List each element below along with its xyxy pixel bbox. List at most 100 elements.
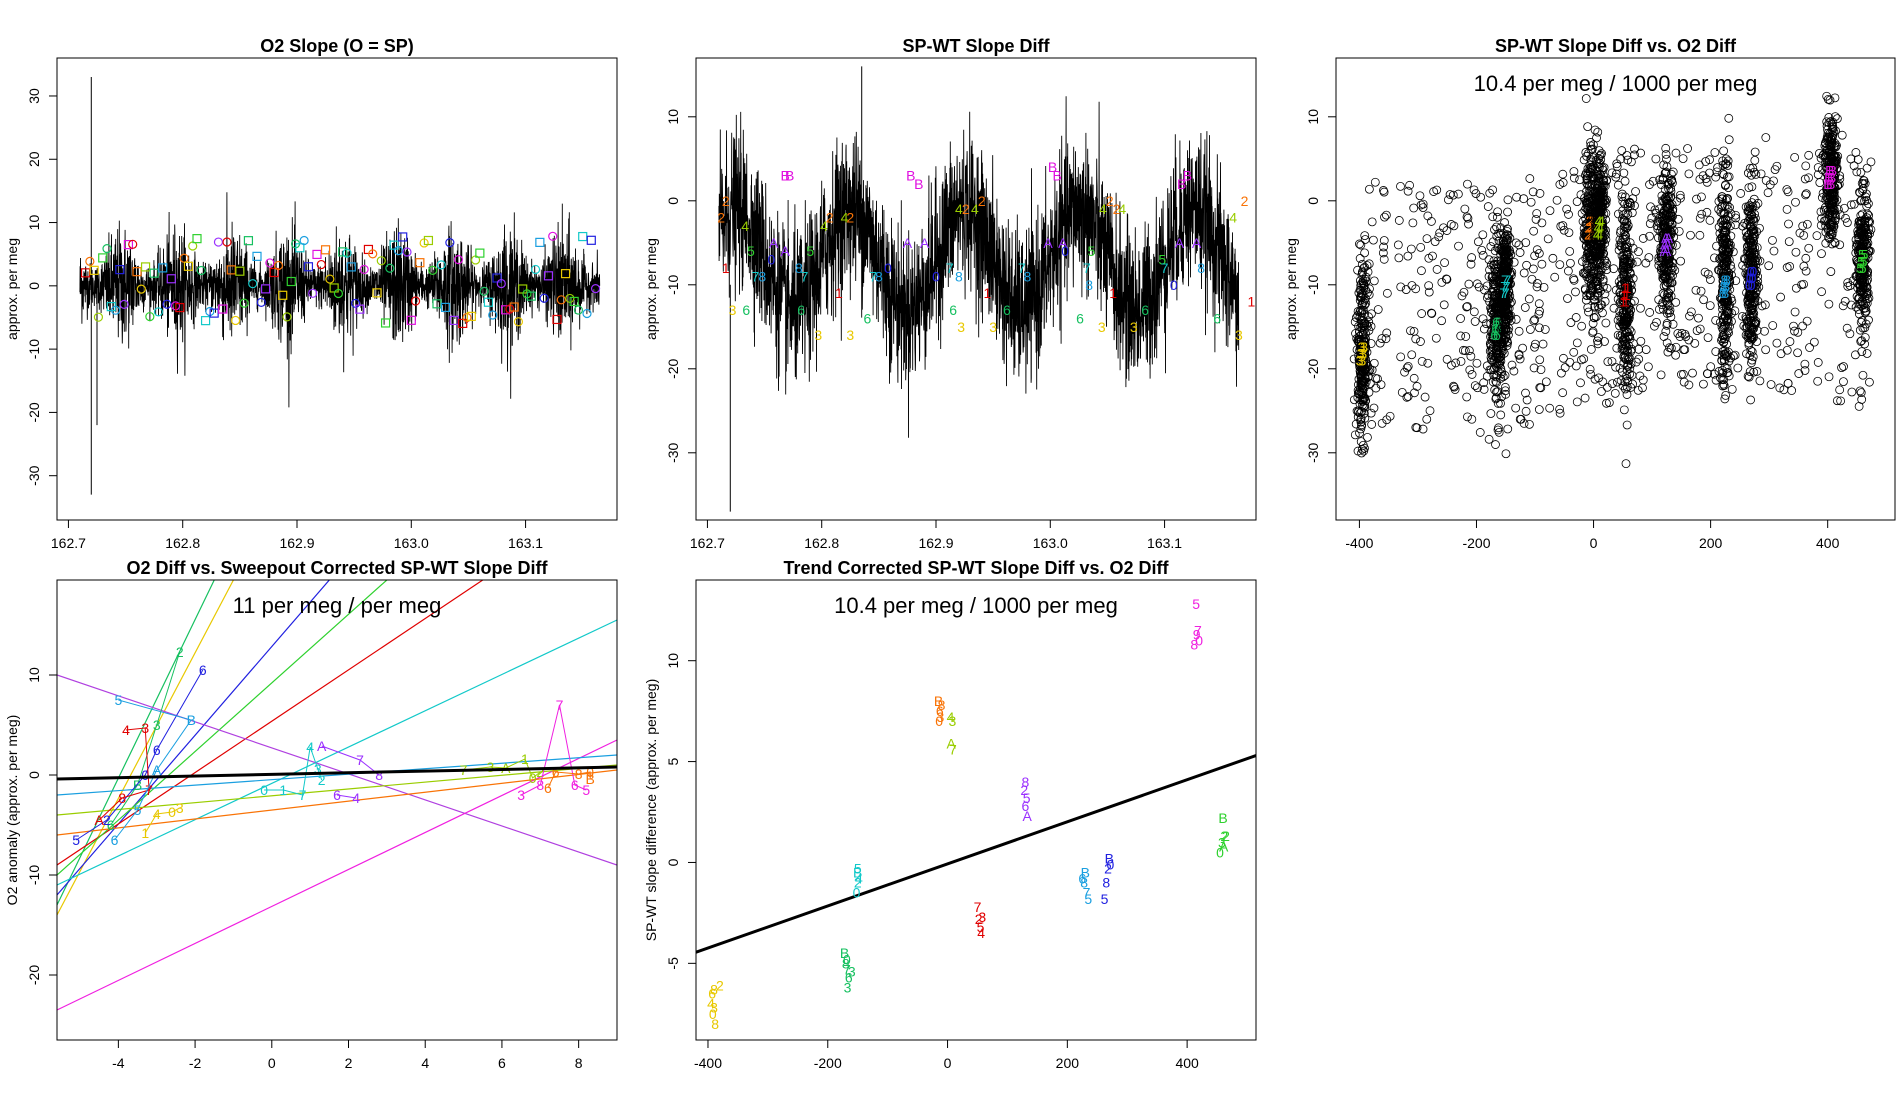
- data-point: [1719, 208, 1729, 218]
- data-point: [1859, 227, 1869, 237]
- point-label: 8: [575, 766, 583, 782]
- data-point: [1827, 175, 1837, 185]
- x-tick-label: 400: [1816, 535, 1840, 551]
- data-point: [1721, 219, 1730, 229]
- data-point: [1630, 201, 1639, 211]
- data-marker: [496, 278, 506, 289]
- data-point: [1600, 337, 1609, 346]
- data-point: [1741, 263, 1751, 273]
- data-point: [1572, 197, 1582, 206]
- data-point: [1724, 135, 1734, 145]
- data-point: [1357, 381, 1367, 390]
- data-point: [1604, 398, 1614, 407]
- data-point: [1360, 248, 1370, 258]
- data-point: [1826, 203, 1836, 213]
- data-point: [1379, 236, 1389, 245]
- data-label: 4: [971, 201, 979, 217]
- data-point: [1350, 317, 1360, 327]
- data-point: [1499, 238, 1509, 248]
- cluster-label: 8: [1723, 272, 1731, 288]
- data-point: [1488, 212, 1498, 222]
- data-point: [1621, 293, 1631, 302]
- data-point: [1828, 210, 1837, 220]
- data-point: [1586, 369, 1596, 379]
- data-point: [1755, 376, 1765, 386]
- data-point: [1357, 336, 1366, 346]
- data-label: 4: [1229, 210, 1237, 226]
- data-point: [1641, 258, 1651, 268]
- data-label: A: [1175, 235, 1185, 251]
- y-axis-label: O2 anomaly (approx. per meg): [4, 715, 20, 906]
- data-point: [1503, 424, 1513, 434]
- data-point: [1623, 361, 1632, 371]
- data-point: [1819, 205, 1829, 215]
- data-point: [1766, 380, 1776, 389]
- data-point: [1800, 174, 1810, 184]
- data-label: 8: [955, 268, 963, 284]
- point-label: 7: [556, 697, 564, 713]
- data-marker: [342, 248, 352, 258]
- data-point: [1699, 295, 1708, 305]
- y-tick-label: 20: [26, 151, 42, 167]
- data-point: [1772, 161, 1782, 171]
- data-point: [1621, 318, 1631, 328]
- data-point: [1520, 303, 1530, 312]
- data-point: [1582, 249, 1592, 258]
- data-point: [1665, 308, 1674, 318]
- data-point: [1479, 385, 1489, 394]
- data-point: [1661, 280, 1671, 290]
- data-point: [1494, 423, 1503, 433]
- data-point: [1661, 327, 1671, 336]
- data-point: [1839, 377, 1848, 387]
- data-point: [1791, 197, 1800, 207]
- data-marker: [218, 304, 228, 314]
- data-point: [1614, 277, 1624, 287]
- data-point: [1519, 268, 1529, 278]
- data-point: [1697, 209, 1707, 219]
- data-point: [1798, 321, 1808, 331]
- data-point: [1830, 173, 1839, 183]
- point-label: 8: [1080, 875, 1088, 891]
- data-point: [1558, 388, 1568, 398]
- data-point: [1653, 224, 1663, 234]
- data-point: [1721, 311, 1730, 321]
- data-marker: [282, 312, 292, 322]
- data-label: 0: [1061, 243, 1069, 259]
- data-point: [1469, 185, 1479, 195]
- data-point: [1356, 318, 1366, 328]
- data-point: [1358, 343, 1368, 352]
- data-marker: [440, 302, 451, 313]
- data-point: [1583, 194, 1593, 204]
- data-point: [1609, 264, 1619, 274]
- data-point: [1397, 388, 1407, 397]
- data-point: [1483, 202, 1493, 211]
- data-point: [1511, 403, 1521, 413]
- data-point: [1856, 196, 1866, 206]
- data-marker: [166, 274, 176, 284]
- point-label: 5: [1192, 596, 1200, 612]
- data-point: [1684, 380, 1694, 390]
- data-point: [1469, 307, 1479, 317]
- data-point: [1432, 185, 1442, 195]
- data-label: 7: [1161, 260, 1169, 276]
- data-point: [1358, 291, 1368, 300]
- point-label: 6: [544, 780, 552, 796]
- data-point: [1507, 360, 1517, 370]
- data-point: [1804, 243, 1814, 253]
- data-point: [1598, 274, 1608, 284]
- data-marker: [376, 256, 386, 266]
- regression-line: [57, 619, 617, 886]
- y-tick-label: 0: [26, 282, 42, 290]
- data-point: [1837, 363, 1846, 373]
- data-point: [1798, 221, 1808, 231]
- data-point: [1705, 301, 1715, 311]
- point-label: 6: [153, 742, 161, 758]
- data-point: [1466, 351, 1476, 361]
- data-label: 1: [722, 260, 730, 276]
- data-point: [1725, 300, 1735, 310]
- point-label: A: [317, 738, 327, 754]
- data-label: 1: [835, 285, 843, 301]
- data-marker: [410, 296, 421, 306]
- data-point: [1548, 253, 1558, 263]
- data-point: [1662, 320, 1672, 330]
